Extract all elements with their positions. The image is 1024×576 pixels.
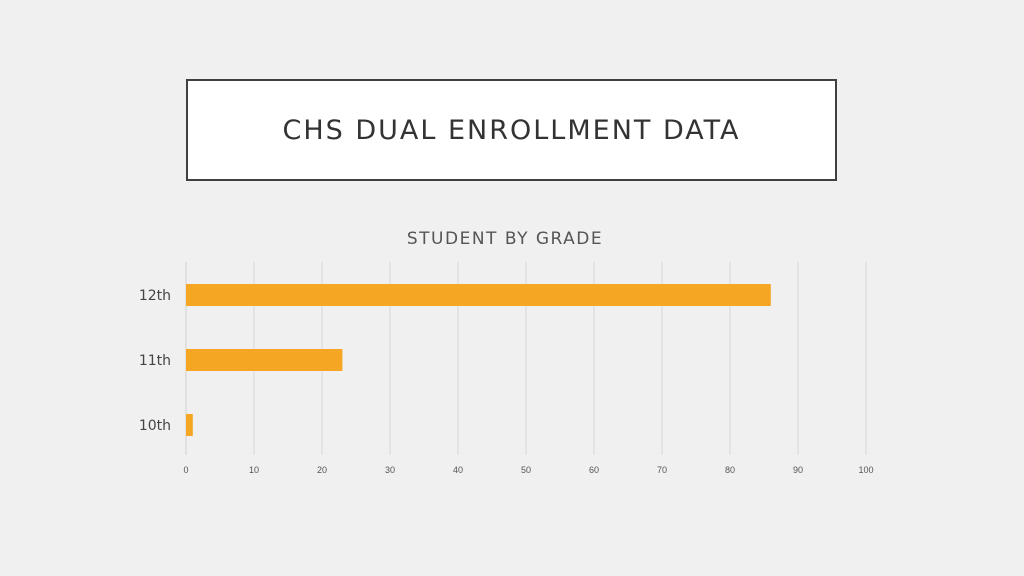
- x-tick-label: 40: [453, 465, 463, 475]
- x-tick-label: 100: [858, 465, 873, 475]
- slide-title-box: CHS DUAL ENROLLMENT DATA: [186, 79, 837, 181]
- slide-title: CHS DUAL ENROLLMENT DATA: [282, 114, 741, 146]
- category-label: 12th: [139, 288, 171, 304]
- category-label: 10th: [139, 418, 171, 434]
- chart-title: STUDENT BY GRADE: [407, 229, 603, 249]
- category-label: 11th: [139, 353, 171, 369]
- x-tick-label: 80: [725, 465, 735, 475]
- chart-category-labels: 12th 11th 10th: [139, 288, 171, 434]
- chart-tick-labels: 0 10 20 30 40 50 60 70 80 90 100: [183, 465, 873, 475]
- bar-11th: [186, 349, 343, 371]
- chart-bars: [186, 284, 771, 436]
- x-tick-label: 70: [657, 465, 667, 475]
- bar-12th: [186, 284, 771, 306]
- x-tick-label: 60: [589, 465, 599, 475]
- x-tick-label: 30: [385, 465, 395, 475]
- x-tick-label: 0: [183, 465, 188, 475]
- bar-10th: [186, 414, 193, 436]
- x-tick-label: 20: [317, 465, 327, 475]
- x-tick-label: 10: [249, 465, 259, 475]
- x-tick-label: 90: [793, 465, 803, 475]
- x-tick-label: 50: [521, 465, 531, 475]
